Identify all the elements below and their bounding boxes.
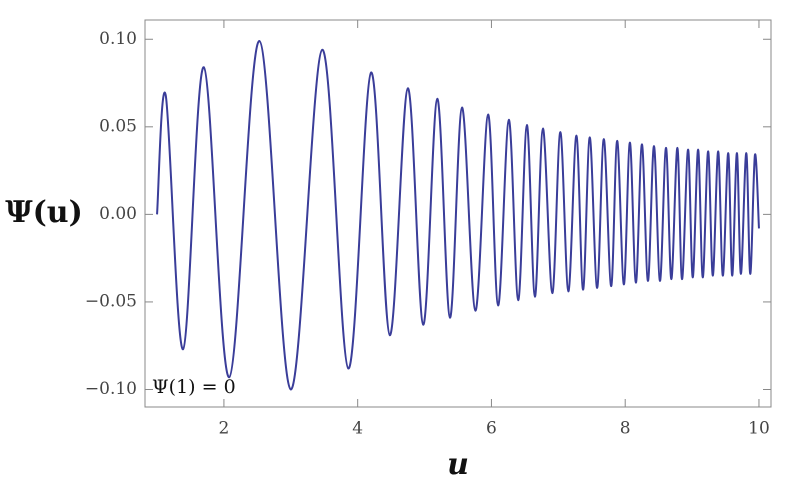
annotation: Ψ(1) = 0 xyxy=(152,376,236,398)
x-axis-label: u xyxy=(447,447,469,482)
y-tick-label: 0.10 xyxy=(99,29,137,49)
x-tick-label: 8 xyxy=(620,419,631,439)
y-tick-label: −0.05 xyxy=(85,291,137,311)
y-tick-label: −0.10 xyxy=(85,379,137,399)
y-tick-label: 0.00 xyxy=(99,204,137,224)
x-tick-label: 10 xyxy=(748,419,770,439)
x-tick-label: 6 xyxy=(486,419,497,439)
x-tick-label: 2 xyxy=(219,419,230,439)
x-tick-label: 4 xyxy=(352,419,363,439)
y-tick-label: 0.05 xyxy=(99,116,137,136)
y-axis-label: Ψ(u) xyxy=(5,195,83,230)
line xyxy=(156,40,760,391)
plot-frame xyxy=(144,19,772,408)
